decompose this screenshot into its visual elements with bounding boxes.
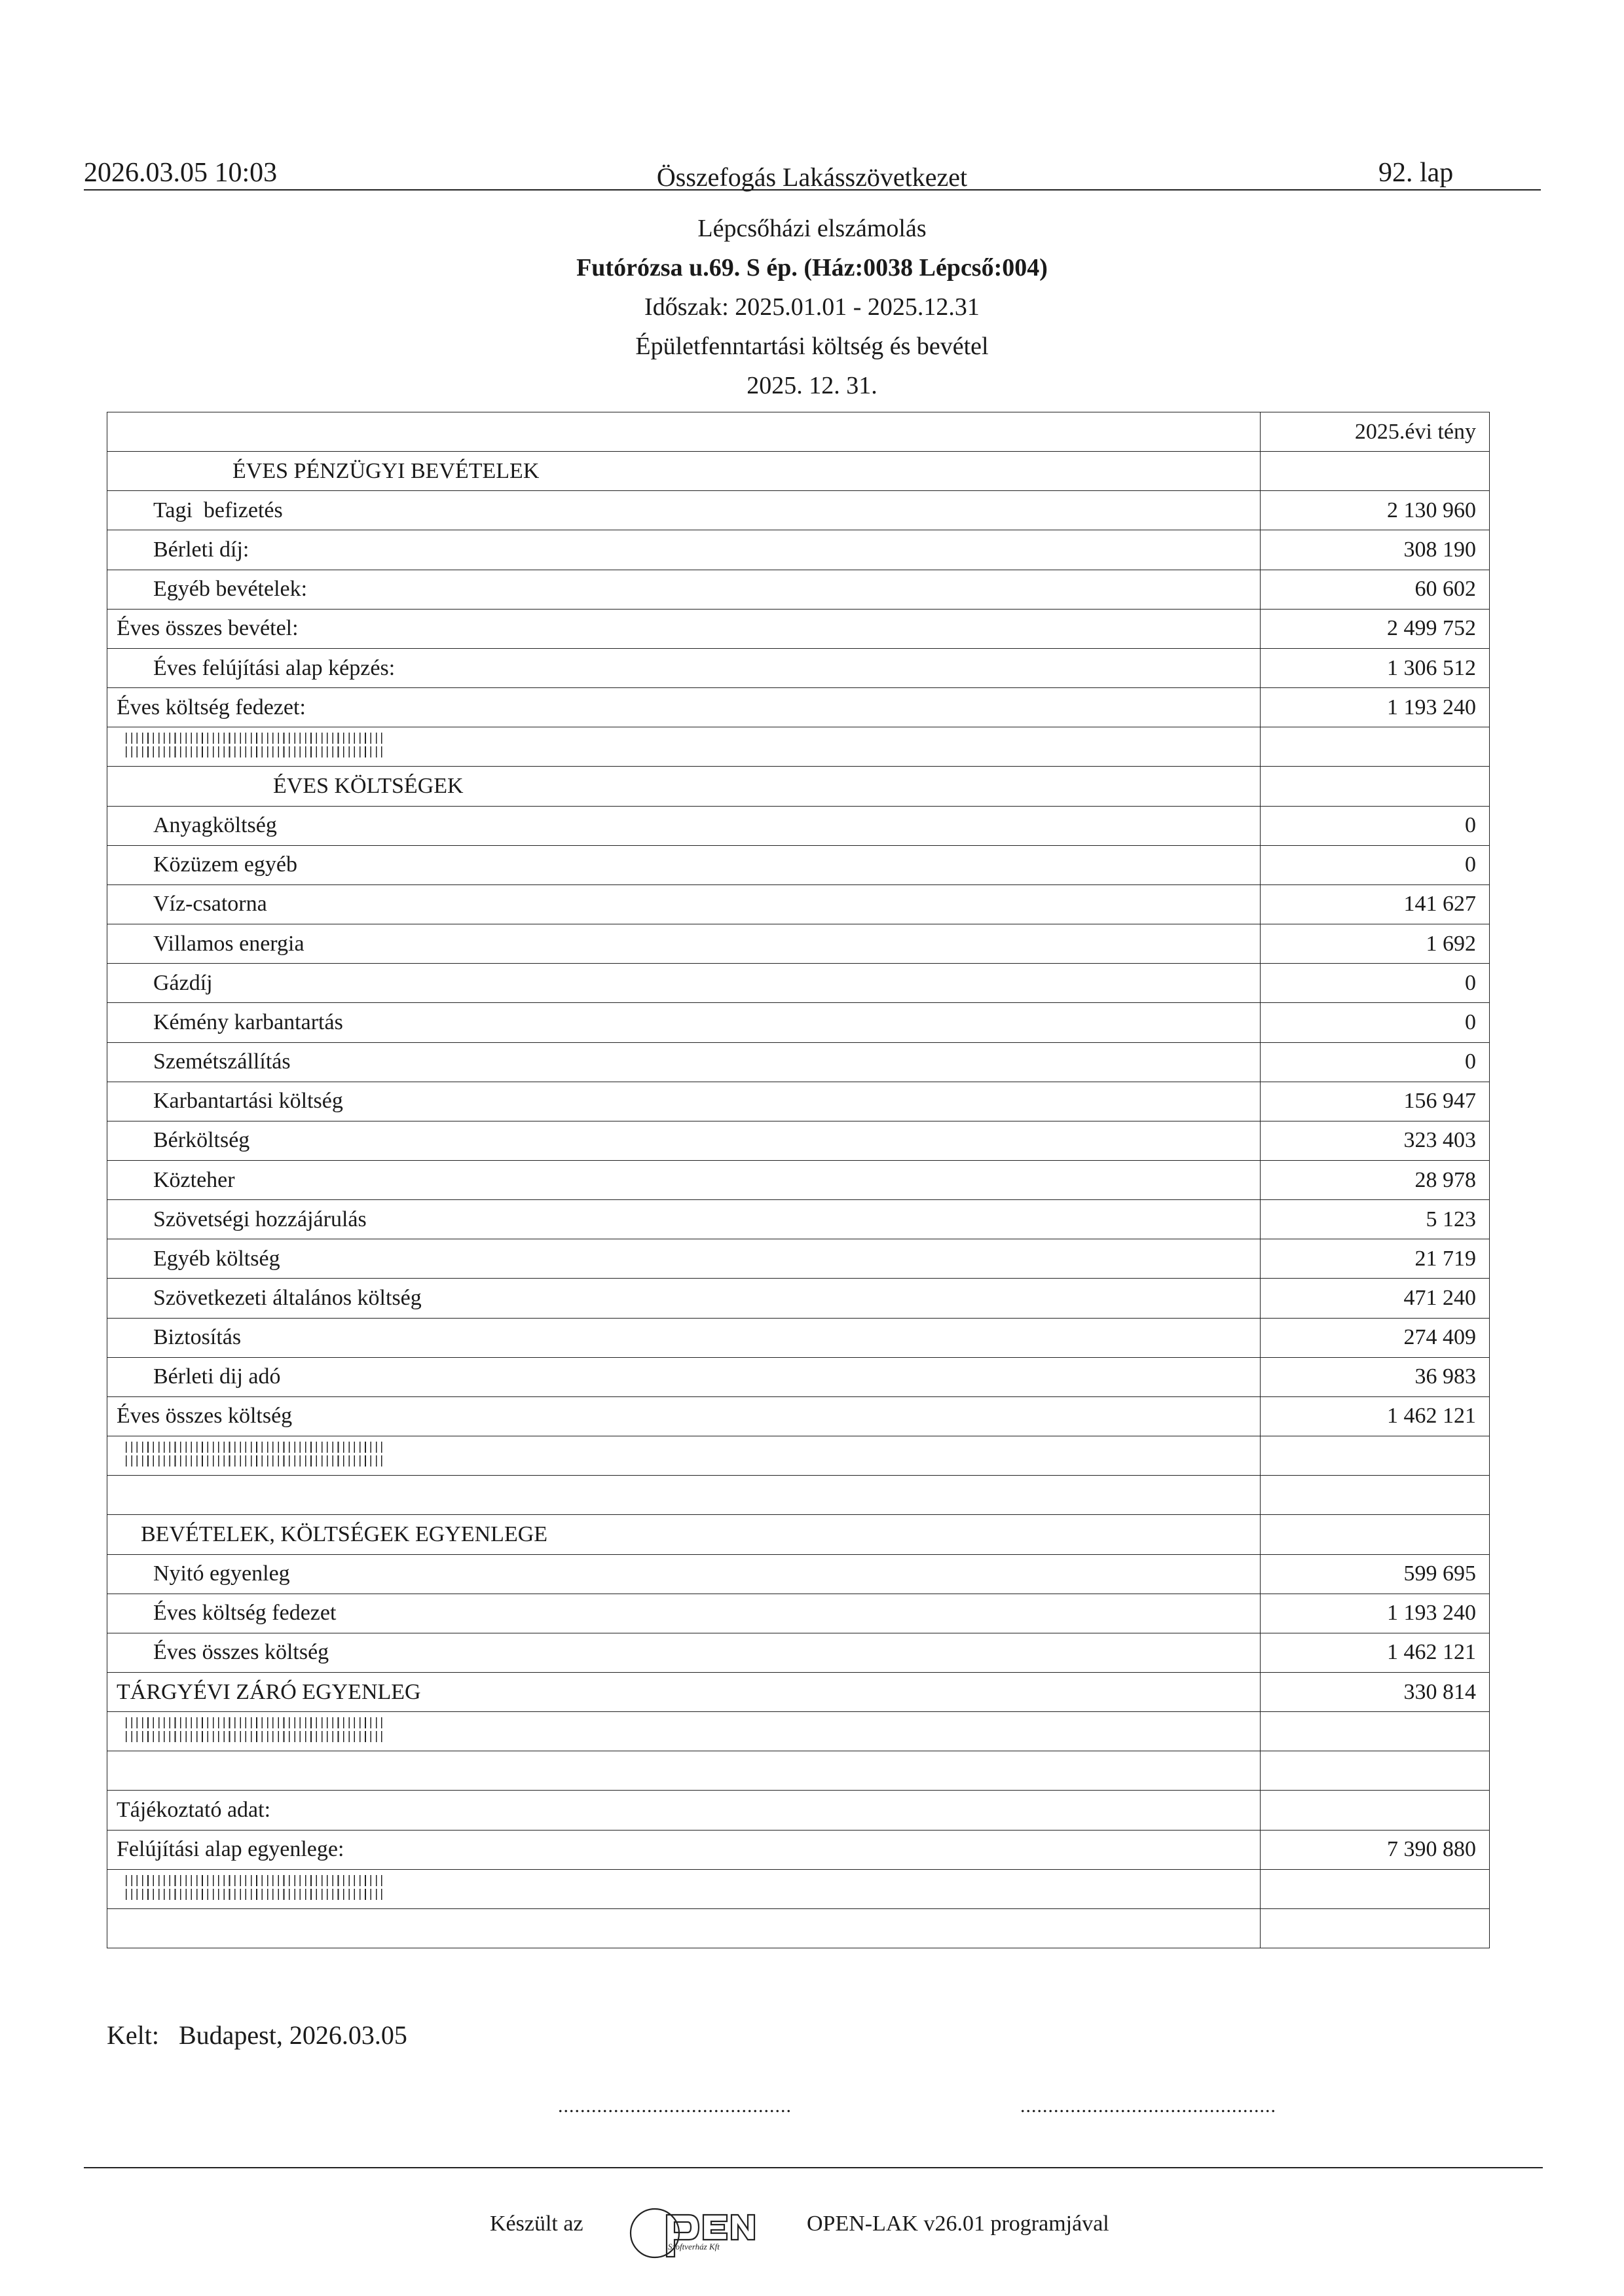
svg-text:Szoftverház Kft: Szoftverház Kft bbox=[668, 2242, 720, 2251]
